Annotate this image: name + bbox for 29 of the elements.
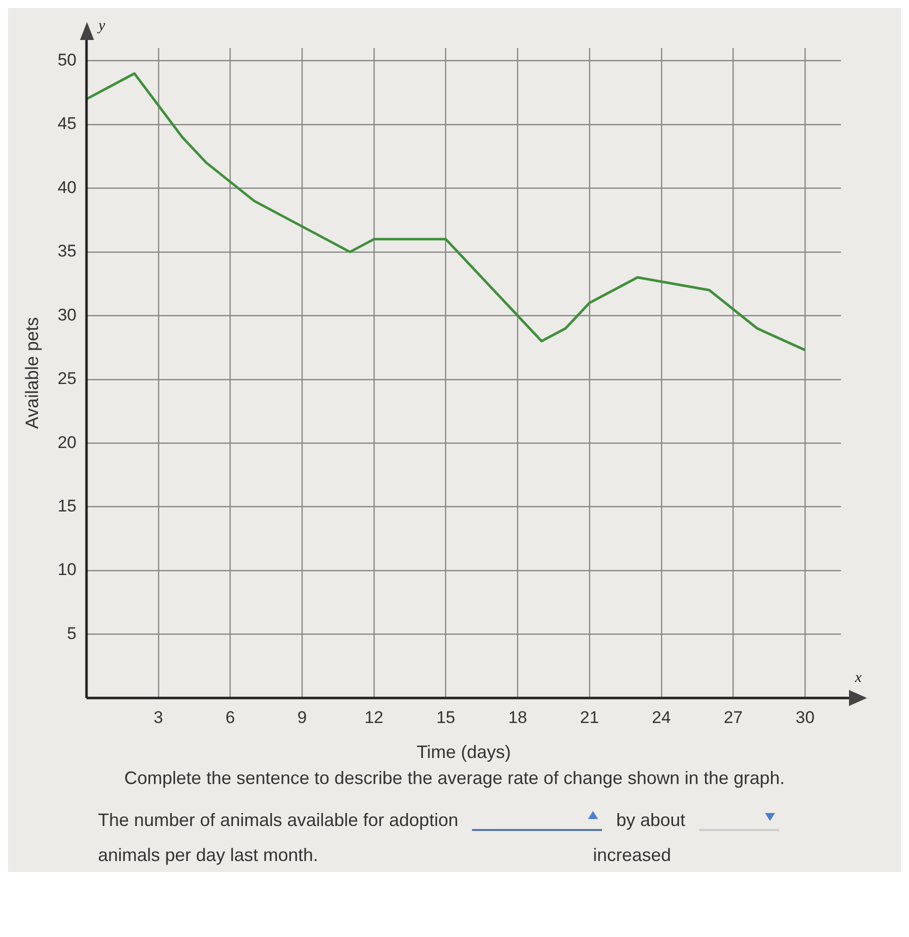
y-tick-label: 25	[58, 369, 77, 388]
x-tick-label: 18	[508, 708, 528, 727]
x-tick-label: 9	[297, 708, 307, 727]
y-tick-label: 10	[58, 560, 77, 580]
x-tick-label: 24	[652, 708, 671, 727]
text: increased	[592, 845, 671, 866]
text: The number of animals available for adoption	[98, 810, 458, 831]
x-tick-label: 12	[364, 708, 384, 727]
y-tick-label: 45	[58, 114, 77, 134]
x-tick-label: 6	[225, 708, 235, 727]
text: x	[854, 670, 862, 686]
y-tick-label: 40	[58, 178, 77, 197]
x-tick-label: 27	[724, 708, 743, 727]
text: y	[96, 18, 106, 34]
y-tick-label: 30	[58, 305, 77, 324]
x-axis-title: Time (days)	[416, 742, 511, 762]
y-tick-label: 5	[67, 624, 77, 643]
y-tick-label: 15	[58, 496, 77, 516]
text: Complete the sentence to describe the average rate of change shown in the graph.	[123, 768, 786, 790]
x-tick-label: 3	[154, 708, 164, 727]
x-tick-label: 21	[580, 708, 599, 727]
text: animals per day last month.	[98, 845, 318, 866]
x-tick-label: 15	[436, 708, 456, 727]
y-tick-label: 35	[58, 242, 77, 261]
y-axis-title: Available pets	[22, 317, 42, 429]
x-tick-label: 30	[796, 708, 815, 727]
y-tick-label: 50	[58, 50, 77, 70]
text: by about	[616, 810, 686, 831]
y-tick-label: 20	[58, 432, 77, 452]
